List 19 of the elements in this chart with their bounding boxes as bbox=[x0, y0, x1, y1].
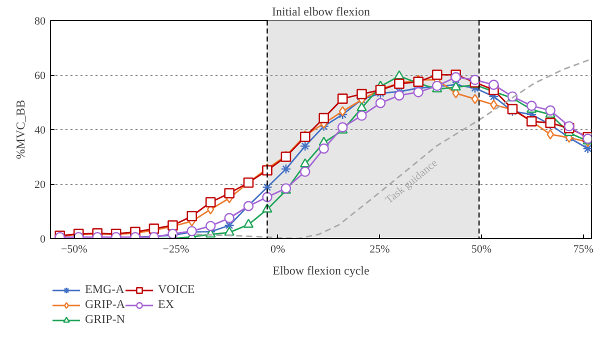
legend-label: GRIP-A bbox=[85, 297, 126, 312]
y-tick-label: 40 bbox=[34, 124, 46, 136]
x-tick-label: 0% bbox=[270, 244, 286, 256]
legend-label: EMG-A bbox=[85, 282, 124, 297]
x-tick-label: 75% bbox=[573, 244, 594, 256]
y-tick-label: 20 bbox=[34, 179, 46, 191]
legend-label: VOICE bbox=[158, 282, 195, 297]
x-tick-label: 50% bbox=[471, 244, 492, 256]
legend-label: EX bbox=[158, 297, 176, 312]
y-axis-title: %MVC_BB bbox=[14, 100, 28, 160]
x-tick-label: −50% bbox=[60, 244, 88, 256]
y-tick-label: 80 bbox=[34, 16, 46, 28]
legend-label: GRIP-N bbox=[85, 312, 126, 327]
band-label: Initial elbow flexion bbox=[272, 4, 370, 18]
y-tick-label: 60 bbox=[34, 70, 46, 82]
x-axis-title: Elbow flexion cycle bbox=[272, 264, 370, 278]
x-tick-label: −25% bbox=[162, 244, 190, 256]
x-tick-label: 25% bbox=[370, 244, 390, 256]
y-tick-label: 0 bbox=[40, 234, 46, 246]
